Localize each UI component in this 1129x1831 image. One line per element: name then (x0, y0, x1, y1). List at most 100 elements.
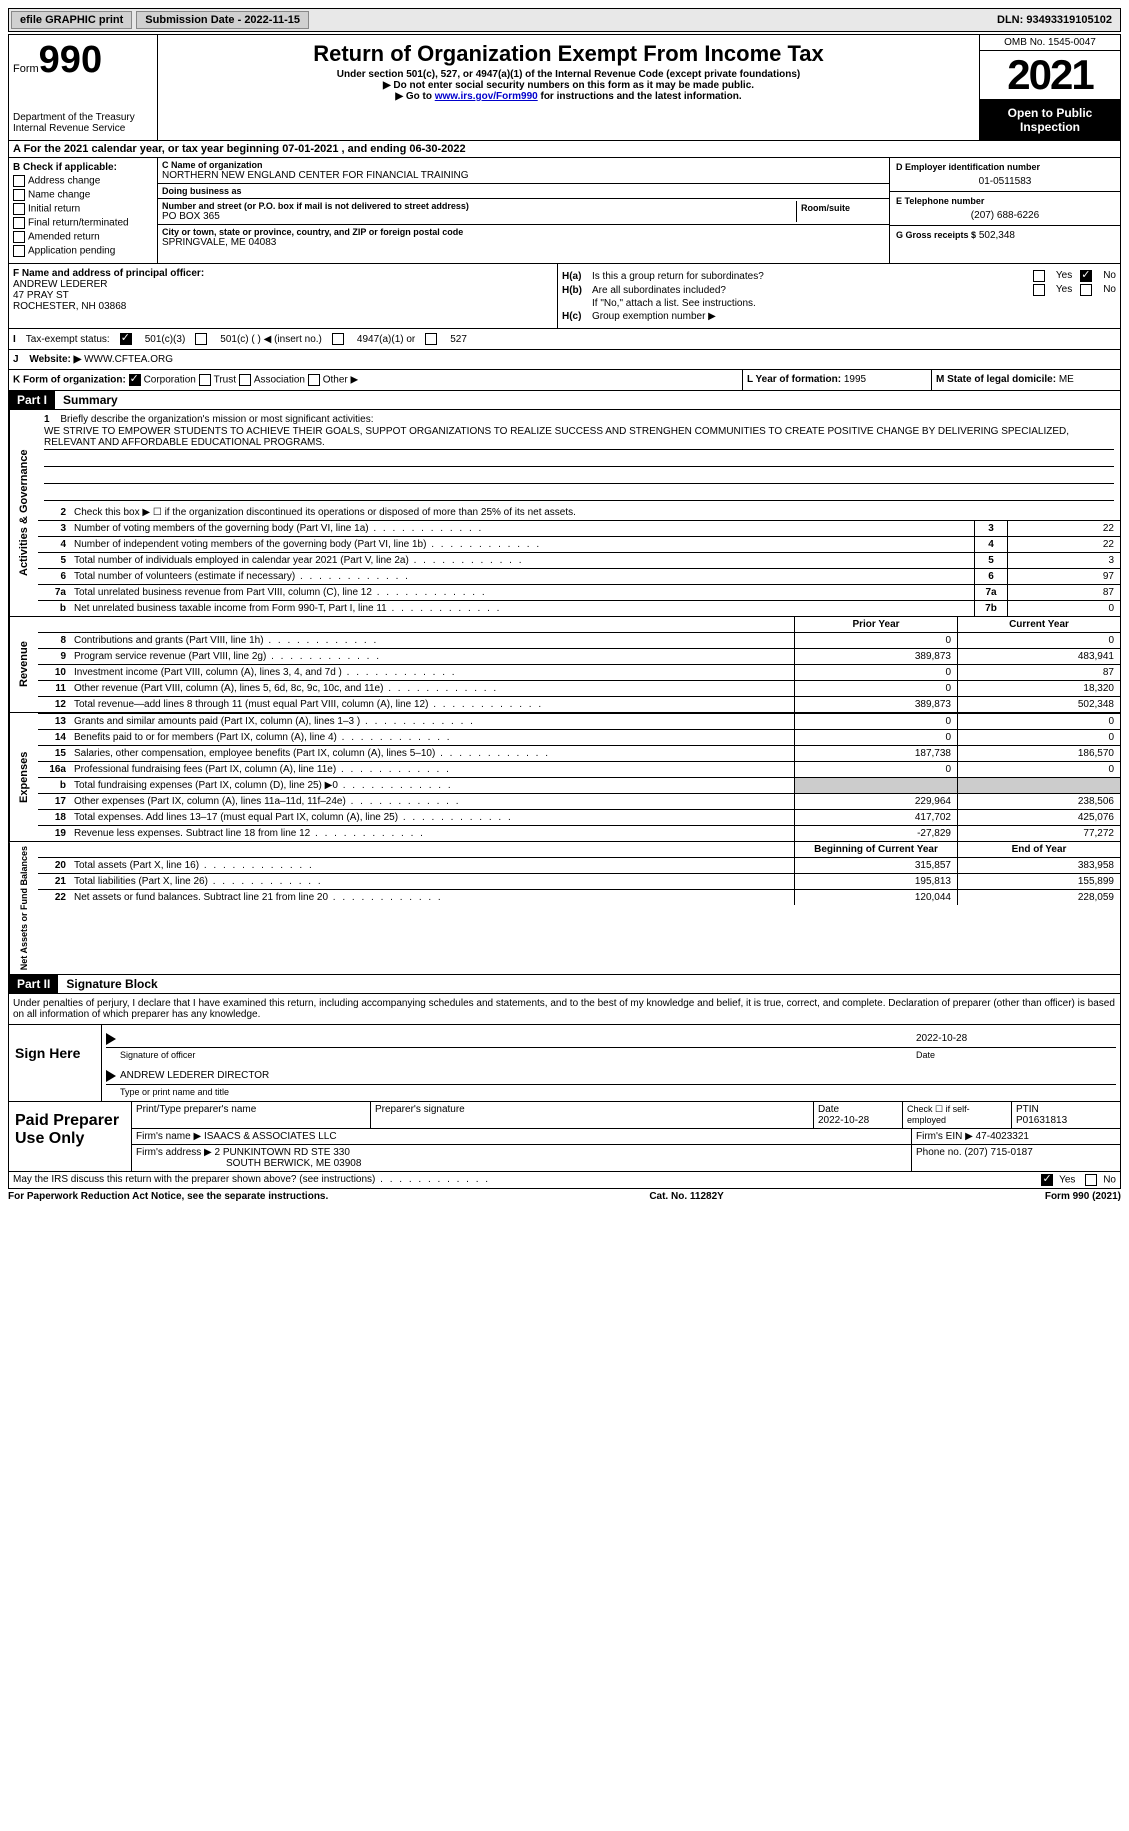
k-other-checkbox[interactable] (308, 374, 320, 386)
activities-sidelabel: Activities & Governance (9, 410, 38, 616)
section-h: H(a) Is this a group return for subordin… (558, 264, 1120, 328)
i-527-checkbox[interactable] (425, 333, 437, 345)
financial-row: 21Total liabilities (Part X, line 26)195… (38, 873, 1120, 889)
dln-text: DLN: 93493319105102 (989, 12, 1120, 28)
officer-addr1: 47 PRAY ST (13, 290, 553, 301)
form-subtitle: Under section 501(c), 527, or 4947(a)(1)… (162, 69, 975, 80)
financial-row: 15Salaries, other compensation, employee… (38, 745, 1120, 761)
financial-row: 19Revenue less expenses. Subtract line 1… (38, 825, 1120, 841)
section-d: D Employer identification number 01-0511… (889, 158, 1120, 263)
efile-print-button[interactable]: efile GRAPHIC print (11, 11, 132, 29)
form-ref: Form 990 (2021) (1045, 1191, 1121, 1202)
ptin-value: P01631813 (1016, 1115, 1116, 1126)
sign-here-block: Sign Here 2022-10-28 Signature of office… (8, 1025, 1121, 1102)
k-assoc-checkbox[interactable] (239, 374, 251, 386)
arrow-icon (106, 1070, 116, 1082)
check-application-pending[interactable]: Application pending (13, 245, 153, 257)
j-label: J (13, 354, 19, 365)
irs-link[interactable]: www.irs.gov/Form990 (435, 91, 538, 102)
ha-no-checkbox[interactable] (1080, 270, 1092, 282)
beginning-year-header: Beginning of Current Year (794, 842, 957, 857)
sig-officer-label: Signature of officer (106, 1050, 916, 1060)
i-4947-checkbox[interactable] (332, 333, 344, 345)
dept-treasury: Department of the Treasury Internal Reve… (13, 112, 153, 134)
ein-label: D Employer identification number (896, 162, 1114, 172)
current-year-header: Current Year (957, 617, 1120, 632)
section-fgh: F Name and address of principal officer:… (8, 264, 1121, 329)
k-trust-checkbox[interactable] (199, 374, 211, 386)
officer-name: ANDREW LEDERER (13, 279, 553, 290)
sig-date-label: Date (916, 1050, 1116, 1060)
top-toolbar: efile GRAPHIC print Submission Date - 20… (8, 8, 1121, 32)
org-name: NORTHERN NEW ENGLAND CENTER FOR FINANCIA… (162, 170, 885, 181)
check-final-return[interactable]: Final return/terminated (13, 217, 153, 229)
submission-date-button[interactable]: Submission Date - 2022-11-15 (136, 11, 309, 29)
financial-row: 9Program service revenue (Part VIII, lin… (38, 648, 1120, 664)
paperwork-notice: For Paperwork Reduction Act Notice, see … (8, 1191, 328, 1202)
summary-row: bNet unrelated business taxable income f… (38, 600, 1120, 616)
header-left: Form990 Department of the Treasury Inter… (9, 35, 158, 140)
summary-row: 3Number of voting members of the governi… (38, 520, 1120, 536)
check-address-change[interactable]: Address change (13, 175, 153, 187)
k-corp-checkbox[interactable] (129, 374, 141, 386)
summary-row: 5Total number of individuals employed in… (38, 552, 1120, 568)
hb-text: Are all subordinates included? (592, 285, 1033, 296)
revenue-sidelabel: Revenue (9, 617, 38, 712)
section-a-taxyear: A For the 2021 calendar year, or tax yea… (8, 141, 1121, 158)
section-c: C Name of organization NORTHERN NEW ENGL… (158, 158, 889, 263)
form-note1: ▶ Do not enter social security numbers o… (162, 80, 975, 91)
section-bcd: B Check if applicable: Address change Na… (8, 158, 1121, 264)
line2-text: Check this box ▶ ☐ if the organization d… (70, 505, 1120, 520)
i-label: I (13, 334, 16, 345)
hc-text: Group exemption number ▶ (592, 311, 1116, 322)
gross-value: 502,348 (979, 230, 1015, 241)
hb-no-checkbox[interactable] (1080, 284, 1092, 296)
expenses-block: Expenses 13Grants and similar amounts pa… (8, 713, 1121, 842)
sign-here-label: Sign Here (9, 1025, 102, 1101)
part1-title: Summary (55, 393, 118, 407)
check-initial-return[interactable]: Initial return (13, 203, 153, 215)
officer-name-title: ANDREW LEDERER DIRECTOR (120, 1070, 269, 1082)
hb-yes-checkbox[interactable] (1033, 284, 1045, 296)
check-amended-return[interactable]: Amended return (13, 231, 153, 243)
financial-row: 8Contributions and grants (Part VIII, li… (38, 632, 1120, 648)
i-501c-checkbox[interactable] (195, 333, 207, 345)
discuss-no-checkbox[interactable] (1085, 1174, 1097, 1186)
summary-row: 7aTotal unrelated business revenue from … (38, 584, 1120, 600)
form-word: Form (13, 63, 39, 75)
expenses-sidelabel: Expenses (9, 713, 38, 841)
form-note2: ▶ Go to www.irs.gov/Form990 for instruct… (162, 91, 975, 102)
cat-no: Cat. No. 11282Y (649, 1191, 723, 1202)
preparer-block: Paid Preparer Use Only Print/Type prepar… (8, 1102, 1121, 1172)
ha-yes-checkbox[interactable] (1033, 270, 1045, 282)
sign-date: 2022-10-28 (916, 1033, 1116, 1045)
form-number: 990 (39, 39, 102, 81)
financial-row: 20Total assets (Part X, line 16)315,8573… (38, 857, 1120, 873)
section-k: K Form of organization: Corporation Trus… (9, 370, 742, 390)
hb-label: H(b) (562, 285, 592, 296)
financial-row: 13Grants and similar amounts paid (Part … (38, 713, 1120, 729)
i-501c3-checkbox[interactable] (120, 333, 132, 345)
financial-row: 14Benefits paid to or for members (Part … (38, 729, 1120, 745)
phone-value: (207) 688-6226 (896, 206, 1114, 221)
preparer-label: Paid Preparer Use Only (9, 1102, 132, 1171)
end-year-header: End of Year (957, 842, 1120, 857)
year-formation: 1995 (844, 374, 866, 385)
firm-phone: (207) 715-0187 (964, 1147, 1032, 1158)
firm-addr1: 2 PUNKINTOWN RD STE 330 (215, 1147, 350, 1158)
section-j: J Website: ▶ WWW.CFTEA.ORG (8, 350, 1121, 370)
discuss-yes-checkbox[interactable] (1041, 1174, 1053, 1186)
section-b-label: B Check if applicable: (13, 162, 153, 173)
addr-label: Number and street (or P.O. box if mail i… (162, 201, 796, 211)
print-name-label: Print/Type preparer's name (132, 1102, 371, 1128)
firm-addr2: SOUTH BERWICK, ME 03908 (136, 1158, 907, 1169)
website-value: WWW.CFTEA.ORG (84, 354, 173, 365)
tax-year: 2021 (980, 51, 1120, 100)
ha-label: H(a) (562, 271, 592, 282)
check-name-change[interactable]: Name change (13, 189, 153, 201)
section-b: B Check if applicable: Address change Na… (9, 158, 158, 263)
check-self-employed[interactable]: Check ☐ if self-employed (903, 1102, 1012, 1128)
section-i: I Tax-exempt status: 501(c)(3) 501(c) ( … (8, 329, 1121, 350)
header-right: OMB No. 1545-0047 2021 Open to Public In… (979, 35, 1120, 140)
omb-number: OMB No. 1545-0047 (980, 35, 1120, 51)
